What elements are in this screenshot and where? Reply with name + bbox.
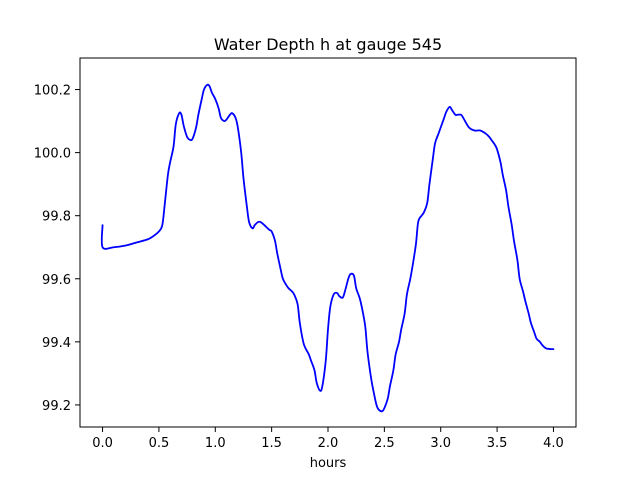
y-tick-label: 99.2	[42, 399, 71, 414]
x-axis: 0.0 0.5 1.0 1.5 2.0 2.5 3.0 3.5 4.0	[92, 427, 564, 451]
x-tick-label: 2.0	[318, 436, 339, 451]
x-tick-label: 4.0	[543, 436, 564, 451]
y-tick-label: 99.8	[42, 210, 71, 225]
x-tick-label: 2.5	[374, 436, 395, 451]
series-line-0	[100, 83, 555, 413]
y-tick-label: 99.4	[42, 336, 71, 351]
x-tick-label: 3.5	[487, 436, 508, 451]
x-tick-label: 3.0	[430, 436, 451, 451]
y-tick-label: 100.0	[34, 147, 71, 162]
chart-title: Water Depth h at gauge 545	[214, 35, 442, 54]
y-axis: 99.2 99.4 99.6 99.8 100.0 100.2	[34, 84, 80, 414]
x-tick-label: 0.5	[149, 436, 170, 451]
x-tick-label: 1.5	[261, 436, 282, 451]
series-layer	[100, 83, 555, 413]
y-tick-label: 99.6	[42, 273, 71, 288]
y-tick-label: 100.2	[34, 84, 71, 99]
x-axis-label: hours	[310, 456, 347, 471]
x-tick-label: 1.0	[205, 436, 226, 451]
x-tick-label: 0.0	[92, 436, 113, 451]
